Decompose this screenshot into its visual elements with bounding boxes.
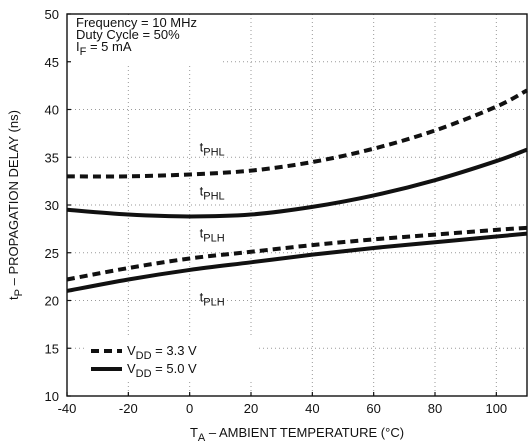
y-tick-label: 15 xyxy=(45,341,59,356)
x-tick-label: -40 xyxy=(58,401,77,416)
condition-text: Frequency = 10 MHz xyxy=(76,15,197,30)
legend-label: VDD = 3.3 V xyxy=(127,343,197,362)
y-tick-label: 10 xyxy=(45,389,59,404)
x-tick-label: 0 xyxy=(186,401,193,416)
y-tick-label: 45 xyxy=(45,55,59,70)
x-axis-title: TA – AMBIENT TEMPERATURE (°C) xyxy=(190,425,404,442)
x-tick-label: 60 xyxy=(366,401,380,416)
x-tick-label: 20 xyxy=(244,401,258,416)
curve-label-plh: tPLH xyxy=(200,289,225,308)
y-tick-label: 40 xyxy=(45,103,59,118)
y-tick-label: 20 xyxy=(45,294,59,309)
y-axis-title: tP – PROPAGATION DELAY (ns) xyxy=(6,110,25,300)
legend-box xyxy=(87,338,257,380)
axes: -40 -20 0 20 40 60 80 100 10 15 20 25 30 35 40 45 50 TA –… xyxy=(6,7,528,442)
x-tick-label: 40 xyxy=(305,401,319,416)
y-tick-label: 30 xyxy=(45,198,59,213)
condition-text: IF = 5 mA xyxy=(76,39,132,58)
x-tick-label: 100 xyxy=(485,401,507,416)
series-line-3-dashed xyxy=(66,225,528,282)
y-tick-label: 25 xyxy=(45,246,59,261)
conditions-box xyxy=(71,15,221,63)
x-tick-label: -20 xyxy=(119,401,138,416)
curve-label-phl: tPHL xyxy=(200,140,225,159)
series-line-4-solid xyxy=(66,231,528,293)
series-lines xyxy=(66,88,528,293)
condition-text: Duty Cycle = 50% xyxy=(76,27,180,42)
series-line-2-solid xyxy=(66,147,528,219)
curve-label-phl: tPHL xyxy=(200,183,225,202)
x-tick-label: 80 xyxy=(428,401,442,416)
y-tick-label: 35 xyxy=(45,150,59,165)
curve-label-plh: tPLH xyxy=(200,225,225,244)
legend-label: VDD = 5.0 V xyxy=(127,361,197,380)
y-tick-label: 50 xyxy=(45,7,59,22)
series-line-1-dashed xyxy=(66,88,528,179)
